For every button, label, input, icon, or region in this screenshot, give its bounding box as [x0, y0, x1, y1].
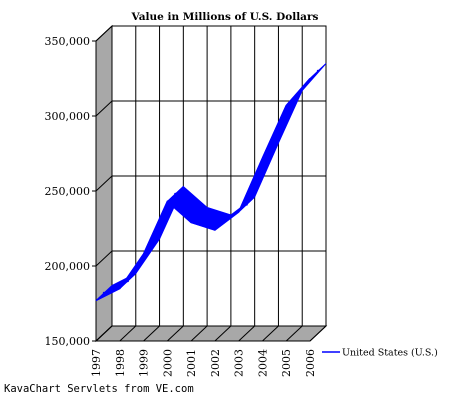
x-gridline-floor: [190, 325, 208, 342]
x-gridline-floor: [119, 325, 137, 342]
data-point: [221, 221, 225, 224]
y-gridline-side: [95, 100, 113, 117]
data-point: [293, 96, 296, 100]
x-gridline-floor: [166, 325, 184, 342]
x-tick-label: 2005: [280, 349, 293, 377]
y-tick-label: 250,000: [45, 185, 91, 198]
x-tick-label: 2002: [209, 349, 222, 377]
data-point: [197, 213, 201, 217]
x-tick-label: 1998: [114, 349, 127, 377]
floor: [94, 325, 328, 342]
x-tick-label: 2000: [161, 349, 174, 377]
x-tick-label: 2004: [256, 349, 269, 377]
series-line: [95, 78, 311, 302]
x-tick-label: 1997: [90, 349, 103, 377]
x-tick-label: 2001: [185, 349, 198, 377]
x-tick-label: 1999: [138, 349, 151, 377]
y-tick-label: 150,000: [45, 335, 91, 348]
x-gridline-floor: [95, 325, 113, 342]
data-point: [126, 279, 129, 283]
data-point: [269, 149, 272, 152]
x-tick-label: 2006: [304, 349, 317, 377]
x-gridline-floor: [238, 325, 256, 342]
x-gridline-floor: [143, 325, 160, 342]
data-point: [316, 69, 320, 73]
y-tick-label: 350,000: [45, 35, 91, 48]
chart-title: Value in Millions of U.S. Dollars: [131, 11, 319, 23]
y-tick-label: 200,000: [45, 260, 91, 273]
data-point: [174, 192, 177, 196]
x-gridline-floor: [309, 325, 327, 342]
y-gridline-side: [95, 25, 113, 42]
y-gridline-side: [95, 175, 113, 192]
x-gridline-floor: [285, 325, 303, 342]
data-point: [102, 291, 106, 295]
legend-label: United States (U.S.): [342, 348, 438, 359]
x-gridline-floor: [214, 325, 232, 342]
y-tick-label: 300,000: [45, 110, 91, 123]
data-point: [245, 203, 248, 206]
x-gridline-floor: [262, 325, 279, 342]
y-gridline-side: [95, 250, 113, 267]
x-tick-label: 2003: [233, 349, 246, 377]
footer-credit: KavaChart Servlets from VE.com: [4, 383, 194, 395]
data-point: [150, 245, 153, 248]
